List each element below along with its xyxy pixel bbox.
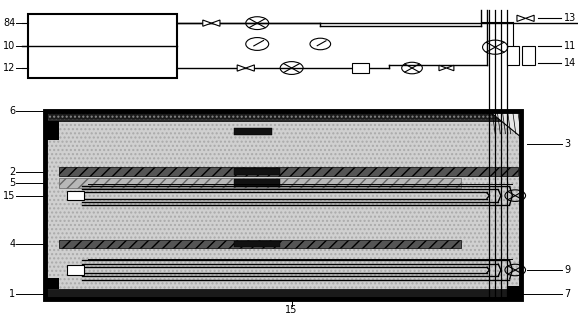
Polygon shape [246,65,255,71]
Text: 14: 14 [564,58,576,68]
Bar [45,111,521,121]
Polygon shape [447,65,454,71]
Text: 15: 15 [3,191,15,201]
Bar [28,14,177,78]
Polygon shape [439,65,447,71]
Text: 1: 1 [9,289,15,299]
Text: 5: 5 [9,178,15,188]
Bar [67,191,84,200]
Text: 15: 15 [285,305,298,315]
Polygon shape [211,20,220,26]
Text: 10: 10 [3,41,15,51]
Text: 2: 2 [9,167,15,177]
Bar [352,63,369,73]
Bar [59,178,461,188]
Polygon shape [517,15,525,22]
Text: 6: 6 [9,106,15,116]
Bar [234,168,280,175]
Polygon shape [203,20,211,26]
Bar [45,111,521,299]
Polygon shape [490,111,521,137]
Bar [59,167,518,176]
Text: 9: 9 [564,265,570,275]
Bar [45,111,521,299]
Text: 13: 13 [564,13,576,23]
Bar [234,179,280,187]
Bar [506,286,521,299]
Polygon shape [525,15,534,22]
Bar [67,265,84,275]
Text: 3: 3 [564,139,570,149]
Polygon shape [237,65,246,71]
Bar [45,111,521,299]
Bar [234,128,271,135]
Text: 84: 84 [3,18,15,28]
Bar [234,241,280,247]
Text: 11: 11 [564,41,576,51]
Bar [45,289,521,299]
Bar [45,278,59,289]
Bar [45,121,59,140]
Text: 12: 12 [3,63,15,73]
Bar [522,46,535,65]
Bar [48,112,518,120]
Text: 7: 7 [564,289,570,299]
Bar [506,46,519,65]
Text: 4: 4 [9,239,15,249]
Bar [59,240,461,248]
